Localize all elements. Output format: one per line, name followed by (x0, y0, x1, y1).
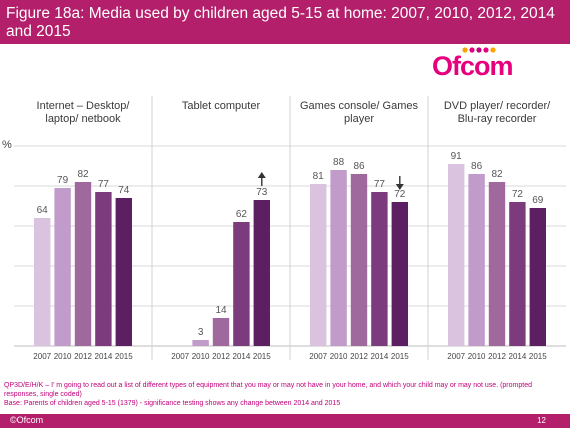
x-tick-label: 2010 (468, 352, 486, 361)
footnote-base: Base: Parents of children aged 5-15 (137… (4, 400, 341, 407)
title-bar: Figure 18a: Media used by children aged … (0, 0, 570, 44)
panel-title: player (344, 113, 374, 125)
bar (350, 174, 368, 346)
data-label: 82 (491, 169, 503, 180)
data-label: 79 (57, 175, 69, 186)
x-tick-label: 2014 (233, 352, 251, 361)
logo-wordmark: Ofcom (432, 51, 514, 81)
bar (488, 182, 506, 346)
x-tick-label: 2007 (309, 352, 327, 361)
x-tick-label: 2012 (74, 352, 92, 361)
bar (371, 192, 388, 346)
panel-title: DVD player/ recorder/ (444, 100, 551, 112)
bar (391, 202, 408, 346)
data-label: 91 (451, 151, 463, 162)
bar (253, 200, 270, 346)
bar (330, 170, 347, 346)
bar (509, 202, 526, 346)
data-label: 86 (471, 161, 483, 172)
data-label: 64 (37, 205, 49, 216)
x-tick-label: 2012 (212, 352, 230, 361)
data-label: 73 (256, 187, 268, 198)
bar (212, 318, 230, 346)
bar (192, 340, 209, 346)
bar (95, 192, 112, 346)
bar (115, 198, 132, 346)
footer-bar: ©Ofcom 12 (0, 414, 570, 428)
data-label: 62 (236, 209, 248, 220)
x-tick-label: 2010 (330, 352, 348, 361)
panel-title: Internet – Desktop/ (37, 100, 131, 112)
bar (529, 208, 546, 346)
x-tick-label: 2010 (54, 352, 72, 361)
ofcom-logo: Ofcom (432, 47, 560, 81)
data-label: 77 (98, 179, 110, 190)
x-tick-label: 2012 (488, 352, 506, 361)
data-label: 72 (512, 189, 524, 200)
x-tick-label: 2007 (171, 352, 189, 361)
bar (74, 182, 92, 346)
x-tick-label: 2010 (192, 352, 210, 361)
bar (34, 218, 51, 346)
data-label: 3 (198, 327, 204, 338)
data-label: 82 (77, 169, 89, 180)
bar (54, 188, 71, 346)
x-tick-label: 2015 (391, 352, 409, 361)
y-axis-label: % (2, 139, 12, 151)
data-label: 14 (215, 305, 227, 316)
bar (448, 164, 465, 346)
x-tick-label: 2014 (95, 352, 113, 361)
x-tick-label: 2014 (371, 352, 389, 361)
data-label: 77 (374, 179, 386, 190)
arrow-down-icon (395, 184, 404, 190)
panel-title: Blu-ray recorder (458, 113, 537, 125)
chart-area: % Internet – Desktop/laptop/ netbook 64 200… (2, 96, 566, 361)
panel-title: laptop/ netbook (45, 113, 121, 125)
footer-copyright: ©Ofcom (10, 415, 44, 425)
footnote-question: QP3D/E/H/K – I’ m going to read out a li… (4, 382, 532, 398)
data-label: 74 (118, 185, 130, 196)
data-label: 88 (333, 157, 345, 168)
page-title: Figure 18a: Media used by children aged … (6, 5, 555, 40)
x-tick-label: 2007 (33, 352, 51, 361)
bar (310, 184, 327, 346)
x-tick-label: 2015 (115, 352, 133, 361)
data-label: 69 (532, 195, 544, 206)
data-label: 72 (394, 189, 406, 200)
data-label: 81 (313, 171, 325, 182)
x-tick-label: 2015 (529, 352, 547, 361)
x-tick-label: 2012 (350, 352, 368, 361)
panel-title: Games console/ Games (300, 100, 418, 112)
bar (468, 174, 485, 346)
panel-title: Tablet computer (182, 100, 261, 112)
arrow-up-icon (257, 172, 266, 178)
x-tick-label: 2015 (253, 352, 271, 361)
page-number: 12 (537, 416, 546, 425)
bar (233, 222, 250, 346)
x-tick-label: 2007 (447, 352, 465, 361)
footnote: QP3D/E/H/K – I’ m going to read out a li… (4, 381, 566, 408)
data-label: 86 (353, 161, 365, 172)
x-tick-label: 2014 (509, 352, 527, 361)
logo-dots-icon (462, 47, 496, 53)
